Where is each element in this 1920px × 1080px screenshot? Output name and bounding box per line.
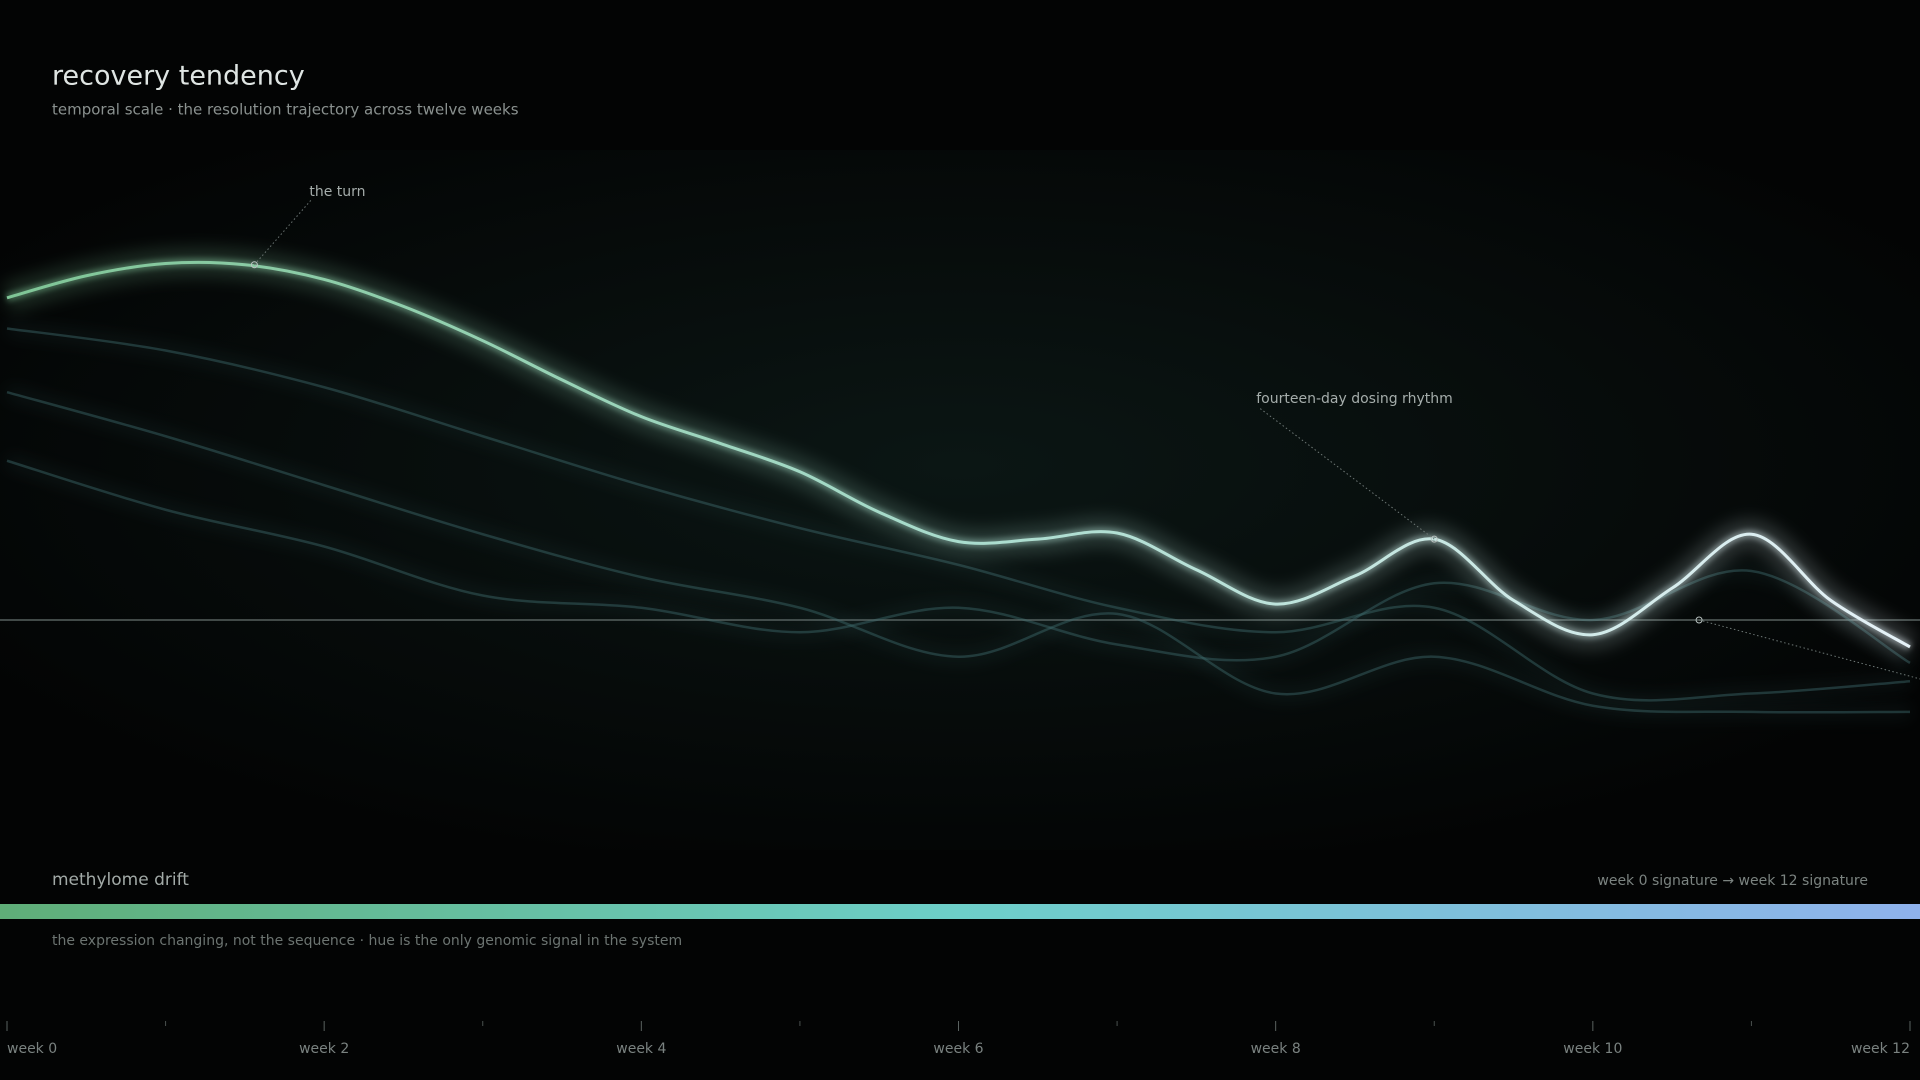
ensemble-line — [6, 327, 1911, 702]
x-tick-label: week 0 — [7, 1041, 57, 1057]
x-tick-label: week 6 — [933, 1041, 983, 1057]
subtitle: temporal scale · the resolution trajecto… — [52, 101, 519, 119]
annotation-point — [1430, 535, 1438, 543]
legend-caption: the expression changing, not the sequenc… — [52, 933, 682, 949]
x-tick-label: week 8 — [1251, 1041, 1301, 1057]
glow-field — [0, 150, 1920, 850]
annotation-leader — [254, 199, 312, 266]
annotation-leader — [1257, 406, 1435, 540]
ensemble-line — [6, 390, 1911, 714]
x-tick-label: week 12 — [1851, 1041, 1910, 1057]
ensemble-glow — [5, 385, 1911, 720]
title: recovery tendency — [52, 61, 305, 92]
annotation-label: fourteen-day dosing rhythm — [1256, 391, 1452, 407]
annotation-label: the turn — [309, 184, 365, 200]
x-axis: week 0 week 2 week 4 week 6 week 8 week 10 wee… — [6, 1021, 1911, 1057]
legend-title: methylome drift — [52, 870, 189, 890]
legend-note: week 0 signature → week 12 signature — [1597, 873, 1868, 889]
annotation-point — [1695, 616, 1703, 624]
x-tick-label: week 2 — [299, 1041, 349, 1057]
ensemble-glow — [6, 321, 1911, 708]
legend-bar — [0, 904, 1920, 919]
x-tick-label: week 10 — [1563, 1041, 1622, 1057]
data-line — [6, 260, 1911, 649]
x-tick-label: week 4 — [616, 1041, 666, 1057]
annotation-point — [250, 261, 258, 269]
